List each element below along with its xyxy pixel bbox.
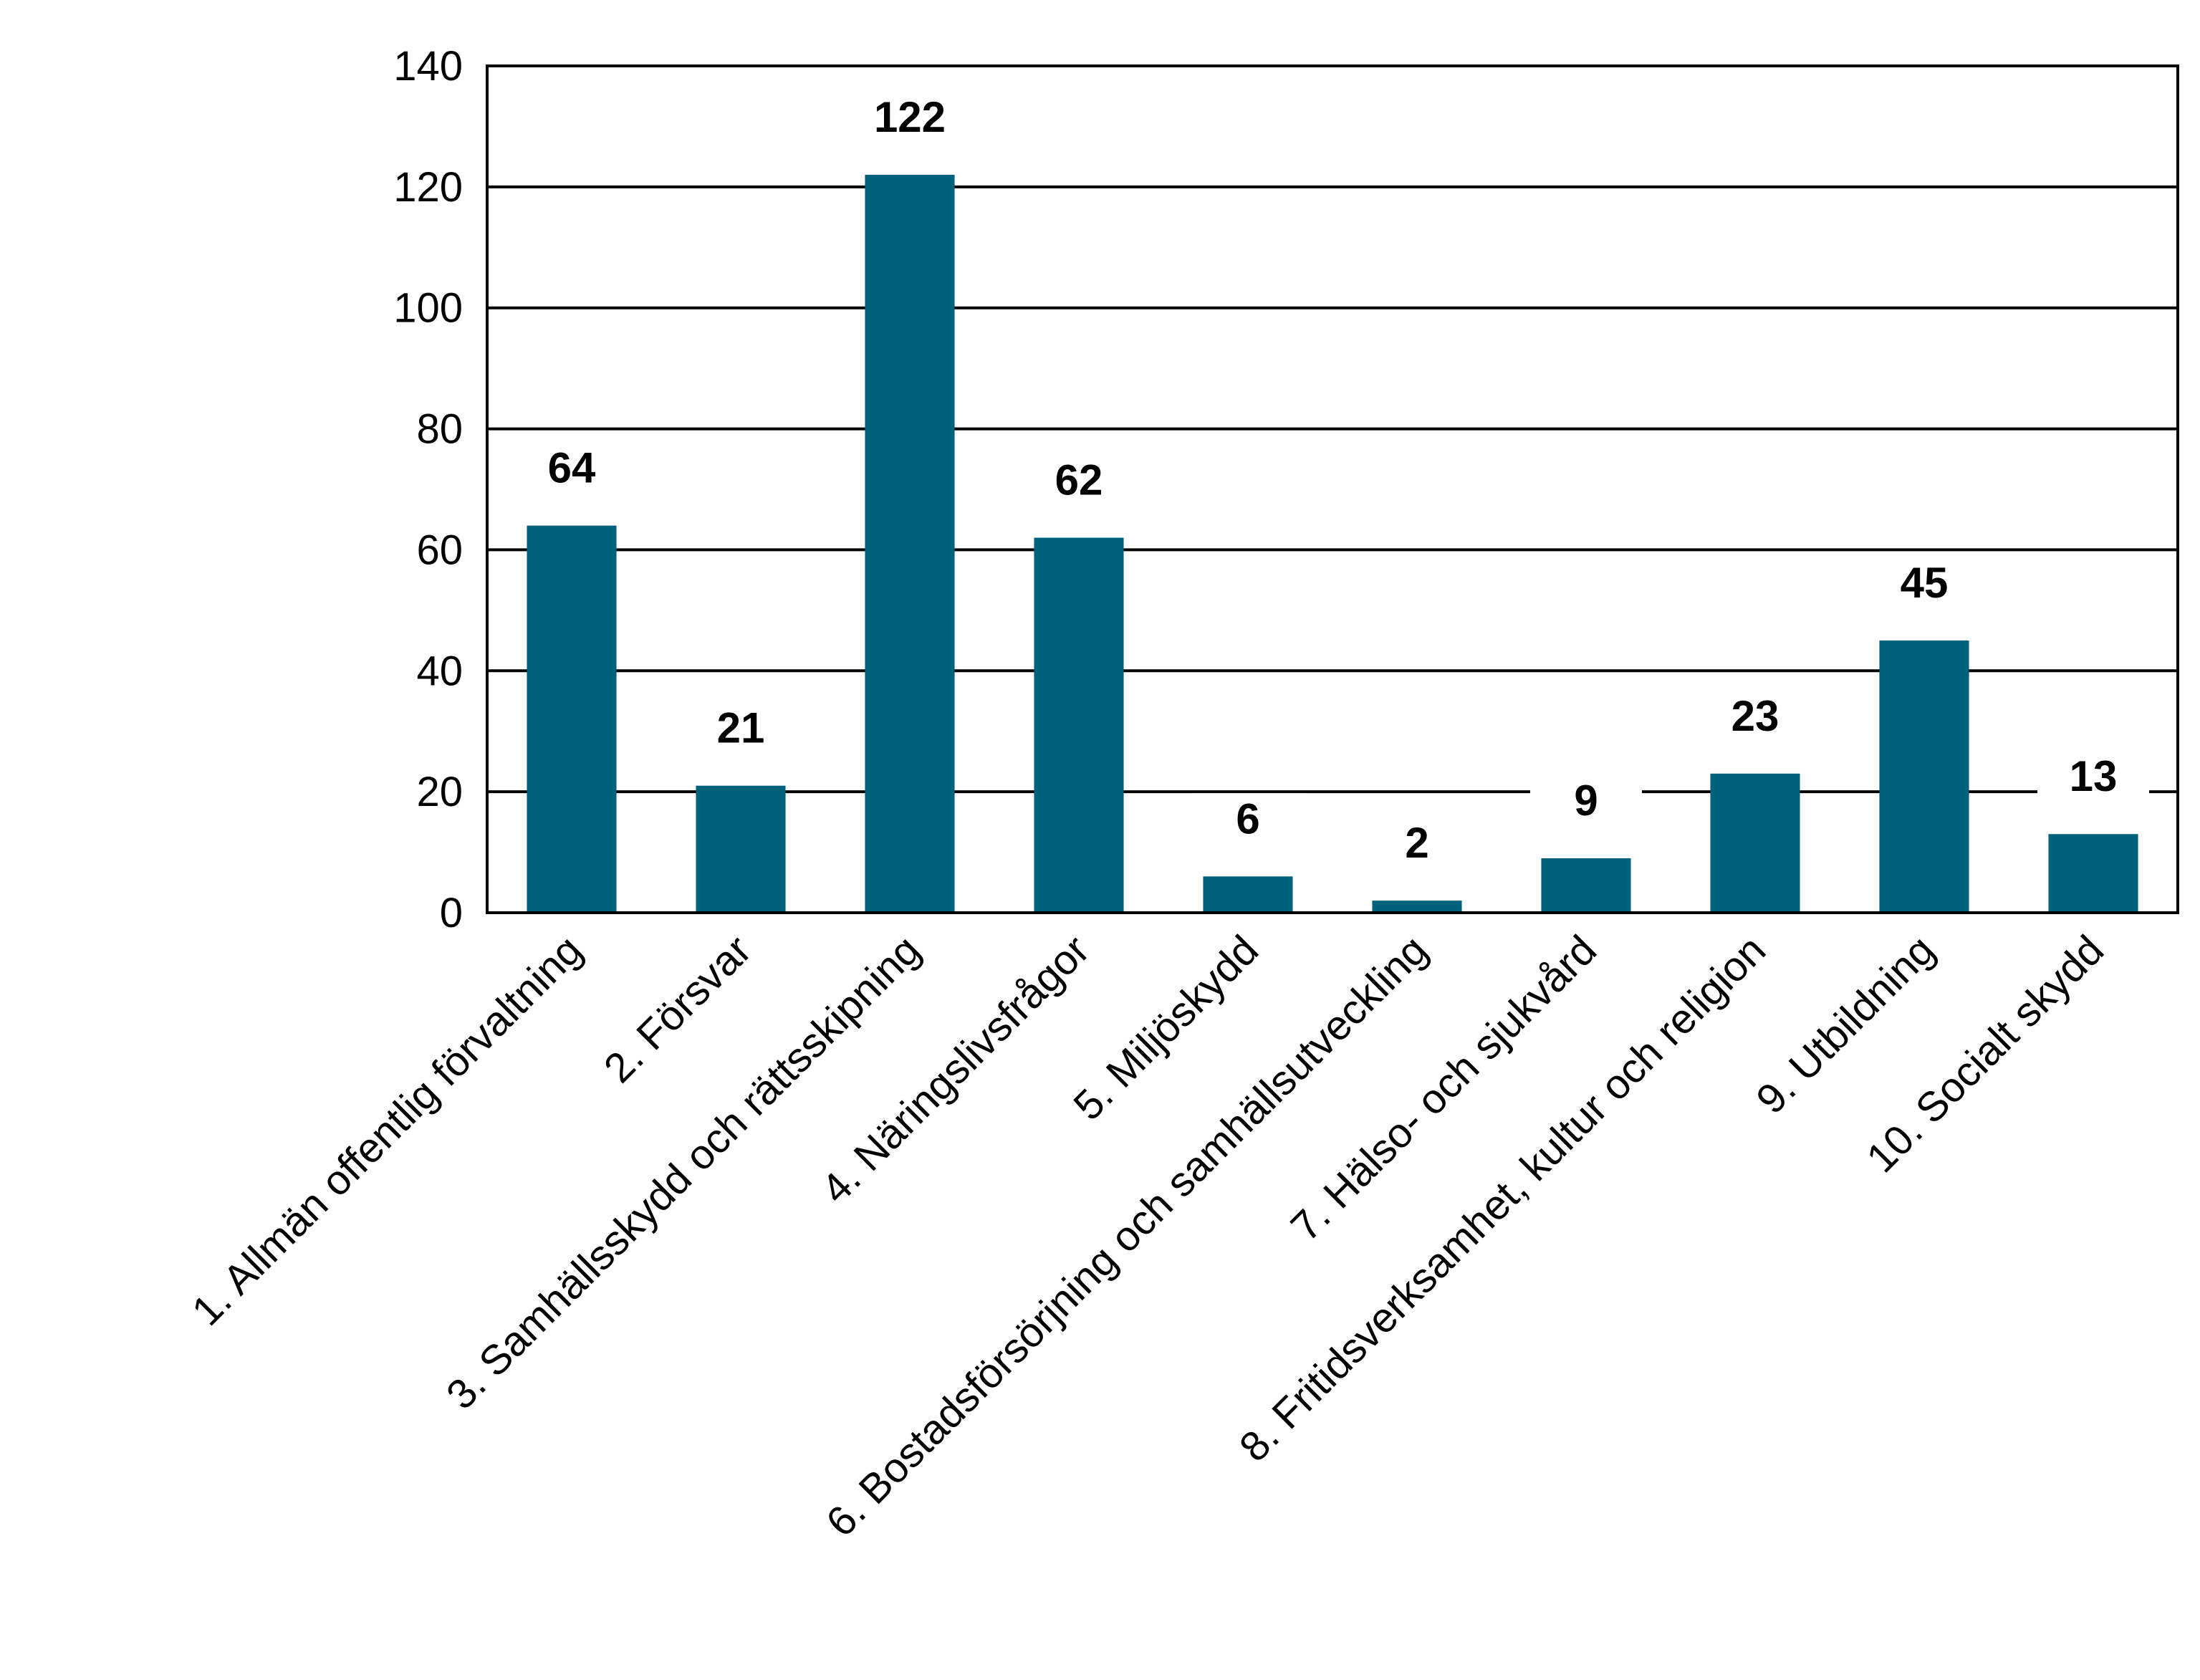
data-label-background: [1192, 793, 1304, 850]
y-tick-label: 0: [440, 890, 463, 936]
bar: [865, 174, 955, 913]
data-label: 21: [717, 704, 765, 752]
data-label-background: [854, 91, 966, 148]
bar: [1203, 876, 1293, 913]
bar: [1034, 537, 1124, 913]
x-axis-ticks: 1. Allmän offentlig förvaltning 2. Försva…: [183, 926, 2113, 1545]
x-tick-label: 6. Bostadsförsörjning och samhällsutveck…: [817, 926, 1436, 1545]
x-tick-label: 2. Försvar: [595, 926, 761, 1092]
data-label: 2: [1405, 819, 1428, 867]
data-label: 9: [1574, 777, 1598, 825]
bar: [696, 785, 786, 913]
data-label-background: [2037, 751, 2149, 807]
data-label-background: [1023, 454, 1135, 511]
y-tick-label: 40: [416, 648, 463, 694]
bar: [1879, 640, 1969, 913]
data-label: 13: [2070, 752, 2118, 800]
x-tick-label: 1. Allmän offentlig förvaltning: [183, 926, 592, 1335]
data-label: 64: [548, 444, 596, 492]
bar: [1710, 773, 1800, 913]
data-label-background: [1699, 690, 1811, 747]
data-label: 23: [1731, 692, 1779, 740]
bar: [527, 525, 617, 913]
data-label-background: [685, 702, 797, 759]
data-label-background: [1868, 557, 1980, 614]
bar: [2048, 834, 2138, 913]
bar: [1372, 901, 1462, 913]
x-tick-label: 7. Hälso- och sjukvård: [1282, 926, 1605, 1250]
bar: [1541, 858, 1631, 913]
plot-area-frame: [486, 64, 2179, 914]
data-label-background: [1361, 817, 1473, 874]
data-label-background: [516, 442, 628, 499]
bars: [527, 174, 2138, 913]
y-tick-label: 120: [393, 164, 463, 211]
y-tick-label: 100: [393, 285, 463, 332]
y-tick-label: 60: [416, 527, 463, 573]
data-label: 45: [1901, 559, 1949, 607]
data-label-background: [1530, 775, 1642, 832]
y-tick-label: 20: [416, 769, 463, 815]
data-label: 122: [874, 93, 946, 141]
y-axis-ticks: 0 20 40 60 80 100 120 140: [393, 43, 463, 936]
data-label: 6: [1236, 795, 1259, 843]
data-label: 62: [1055, 456, 1103, 504]
y-tick-label: 140: [393, 43, 463, 90]
y-tick-label: 80: [416, 406, 463, 453]
